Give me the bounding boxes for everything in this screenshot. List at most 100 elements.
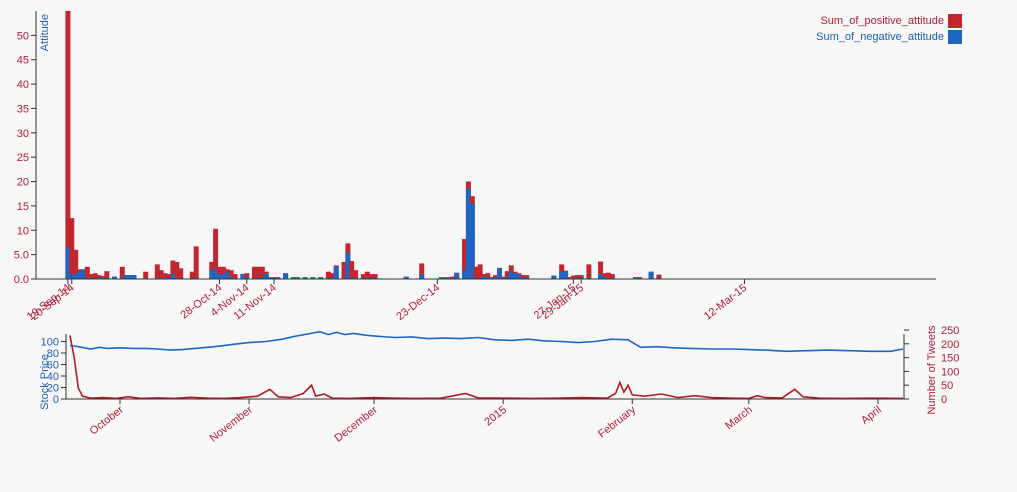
attitude-y-tick-label: 5.0 (14, 250, 29, 262)
positive-bar (252, 266, 257, 279)
negative-bar (240, 274, 246, 279)
attitude-y-tick-label: 35 (17, 103, 29, 115)
attitude-y-tick-label: 20 (17, 177, 29, 189)
positive-bar (325, 271, 331, 279)
stock-price-tick-label: 60 (47, 360, 59, 372)
positive-bar (574, 275, 580, 279)
negative-bar (77, 271, 83, 279)
positive-bar (84, 266, 90, 279)
positive-bar (158, 270, 164, 279)
negative-bar (80, 269, 86, 279)
negative-bar (563, 271, 569, 279)
tweets-tick-label: 200 (941, 339, 959, 351)
positive-bar (100, 276, 106, 279)
negative-bar (131, 275, 137, 279)
line-x-tick-label: December (333, 404, 381, 445)
positive-bar (570, 275, 576, 279)
line-x-tick-label: 2015 (482, 404, 509, 429)
positive-bar (104, 271, 110, 279)
legend-label: Sum_of_negative_attitude (816, 31, 944, 43)
positive-bar (341, 261, 347, 279)
negative-bar (333, 266, 339, 279)
positive-bar (485, 273, 491, 279)
negative-bar (127, 275, 133, 279)
negative-bar (69, 274, 75, 279)
positive-bar (170, 260, 176, 279)
positive-bar (598, 261, 604, 279)
positive-bar (349, 261, 355, 279)
negative-bar (524, 277, 530, 279)
positive-bar (578, 275, 584, 279)
line-x-tick-label: October (88, 404, 126, 438)
line-series (69, 330, 904, 400)
stock-price-tick-label: 40 (47, 371, 59, 383)
tweets-tick-label: 50 (941, 380, 953, 392)
negative-bar (516, 274, 522, 279)
positive-bar (69, 218, 75, 279)
attitude-y-axis-label: Attitude (39, 14, 51, 51)
negative-bar (559, 271, 565, 279)
attitude-y-tick-label: 40 (17, 79, 29, 91)
line-x-axis: October November December 2015 February March… (66, 398, 904, 445)
positive-bar (473, 266, 479, 279)
negative-bar (73, 274, 79, 279)
negative-bar (263, 274, 269, 279)
positive-bar (605, 272, 611, 279)
attitude-y-tick-label: 50 (17, 30, 29, 42)
positive-bar (96, 275, 102, 279)
attitude-x-tick-label: 20-Sep-14 (29, 282, 77, 323)
negative-bar (648, 271, 654, 279)
attitude-y-tick-label: 0.0 (14, 274, 29, 286)
positive-bar (162, 273, 168, 279)
positive-bar (189, 271, 195, 279)
tweets-tick-label: 250 (941, 325, 959, 337)
negative-bar (598, 274, 604, 279)
legend-swatch (948, 14, 962, 28)
negative-bar (119, 277, 125, 279)
positive-bar (220, 266, 226, 279)
positive-bar (232, 274, 238, 279)
negative-bar (217, 274, 222, 279)
negative-bar (345, 253, 351, 279)
negative-bar (419, 274, 425, 279)
negative-bar (403, 276, 409, 279)
attitude-y-tick-label: 15 (17, 201, 29, 213)
positive-bar (360, 274, 366, 279)
negative-bar (224, 271, 230, 279)
positive-bar (656, 274, 662, 279)
positive-bar (143, 271, 149, 279)
positive-bar (477, 264, 483, 279)
negative-bar (465, 188, 471, 279)
positive-bar (586, 264, 592, 279)
line-x-tick-label: April (859, 404, 884, 427)
attitude-y-tick-label: 45 (17, 55, 29, 67)
negative-bar (283, 273, 289, 279)
negative-bar (469, 203, 475, 279)
positive-bar (73, 249, 79, 279)
stock-price-tick-label: 100 (41, 337, 59, 349)
positive-bar (520, 275, 526, 279)
positive-bar (88, 274, 94, 279)
attitude-x-tick-label: 23-Dec-14 (394, 282, 442, 323)
tweets-line (69, 335, 904, 400)
negative-bar (504, 276, 510, 279)
tweets-tick-label: 0 (941, 394, 947, 406)
negative-bar (551, 275, 557, 279)
positive-bar (500, 276, 506, 279)
positive-bar (372, 274, 378, 279)
negative-bar (220, 274, 226, 279)
negative-bar (244, 277, 250, 279)
negative-bar (497, 268, 502, 279)
positive-bar (174, 261, 180, 279)
tweets-tick-label: 150 (941, 353, 959, 365)
positive-bar (154, 264, 160, 279)
negative-bar (485, 277, 491, 279)
positive-bar (609, 274, 615, 279)
attitude-y-tick-label: 30 (17, 128, 29, 140)
negative-bar (209, 270, 215, 279)
positive-bar (193, 246, 199, 279)
